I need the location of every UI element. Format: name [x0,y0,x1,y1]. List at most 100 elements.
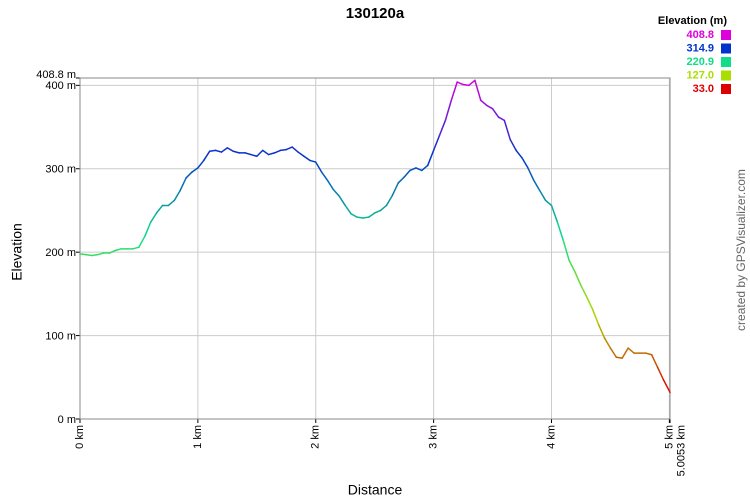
x-tick-label: 3 km [428,425,440,449]
elevation-segment [185,171,193,179]
elevation-segment [226,147,234,152]
elevation-segment [267,152,276,156]
elevation-segment [456,81,464,86]
elevation-segment [144,221,152,238]
y-axis-label: Elevation [9,223,25,281]
elevation-segment [167,199,176,207]
elevation-segment [385,194,394,207]
elevation-segment [474,79,482,102]
elevation-segment [350,213,358,218]
elevation-segment [574,271,582,287]
legend-label: 33.0 [693,83,714,95]
elevation-segment [592,308,600,326]
elevation-segment [403,169,411,178]
x-tick-label: 4 km [545,425,557,449]
elevation-segment [438,119,447,137]
elevation-segment [533,179,541,192]
elevation-segment [344,204,352,215]
legend-swatch [721,43,731,54]
elevation-segment [208,149,217,152]
plot-border [79,77,671,420]
elevation-segment [650,354,659,369]
legend-label: 408.8 [686,29,714,41]
elevation-segment [338,195,346,207]
elevation-segment [432,134,441,152]
elevation-segment [149,212,158,223]
legend-label: 220.9 [686,56,714,68]
elevation-segment [261,149,270,156]
elevation-segment [303,155,311,162]
y-tick-label: 0 m [58,414,76,426]
elevation-segment [179,177,187,192]
legend-swatch [721,30,731,40]
elevation-segment [397,176,405,184]
elevation-segment [368,212,376,218]
elevation-segment [320,171,329,182]
elevation-segment [114,248,123,252]
x-axis-label: Distance [348,482,403,498]
elevation-segment [426,149,435,167]
elevation-segment [609,347,618,359]
x-tick-label: 5.0053 km [675,425,687,476]
y-tick-label: 100 m [45,330,76,342]
elevation-segment [108,249,117,254]
elevation-segment [91,253,99,257]
elevation-segment [203,150,211,162]
elevation-segment [485,104,494,110]
elevation-segment [621,347,629,359]
elevation-segment [580,284,588,298]
elevation-segment [244,152,252,156]
elevation-segment [297,151,305,157]
x-tick-label: 2 km [310,425,322,449]
elevation-segment [155,204,164,214]
elevation-segment [173,189,181,202]
elevation-segment [96,252,105,256]
elevation-segment [409,167,417,172]
elevation-segment [214,149,223,153]
credit: created by GPSVisualizer.com [734,169,748,331]
chart-title: 130120a [346,5,405,22]
elevation-segment [645,352,653,356]
elevation-segment [273,149,282,154]
elevation-segment [220,147,229,153]
elevation-segment [85,253,93,257]
elevation-segment [373,209,382,214]
elevation-segment [586,296,594,311]
elevation-segment [132,246,140,250]
elevation-segment [315,161,323,173]
elevation-segment [656,366,665,381]
elevation-segment [415,167,423,172]
elevation-segment [309,159,317,163]
elevation-segment [391,182,400,197]
elevation-segment [497,116,506,122]
elevation-segment [521,157,529,169]
elevation-segment [544,199,553,207]
legend-swatch [721,57,731,67]
elevation-segment [491,107,500,118]
elevation-segment [421,164,429,172]
elevation-segment [291,146,299,153]
legend-title: Elevation (m) [658,15,727,27]
elevation-segment [562,239,570,262]
elevation-segment [603,337,612,349]
elevation-segment [556,221,565,242]
elevation-segment [468,79,476,87]
elevation-segment [356,216,364,219]
elevation-segment [450,81,458,102]
elevation-segment [538,189,547,202]
y-tick-label: 300 m [45,164,76,176]
elevation-segment [527,167,535,182]
elevation-segment [615,356,623,359]
elevation-segment [279,148,288,152]
legend-swatch [721,84,731,94]
elevation-segment [597,323,606,339]
elevation-segment [285,146,293,151]
y-tick-label: 400 m [45,80,76,92]
y-tick-label: 200 m [45,247,76,259]
elevation-segment [509,138,517,152]
x-tick-label: 0 km [74,425,86,449]
elevation-segment [379,204,388,212]
elevation-segment [326,179,335,191]
elevation-segment [550,204,559,223]
elevation-segment [444,99,453,122]
